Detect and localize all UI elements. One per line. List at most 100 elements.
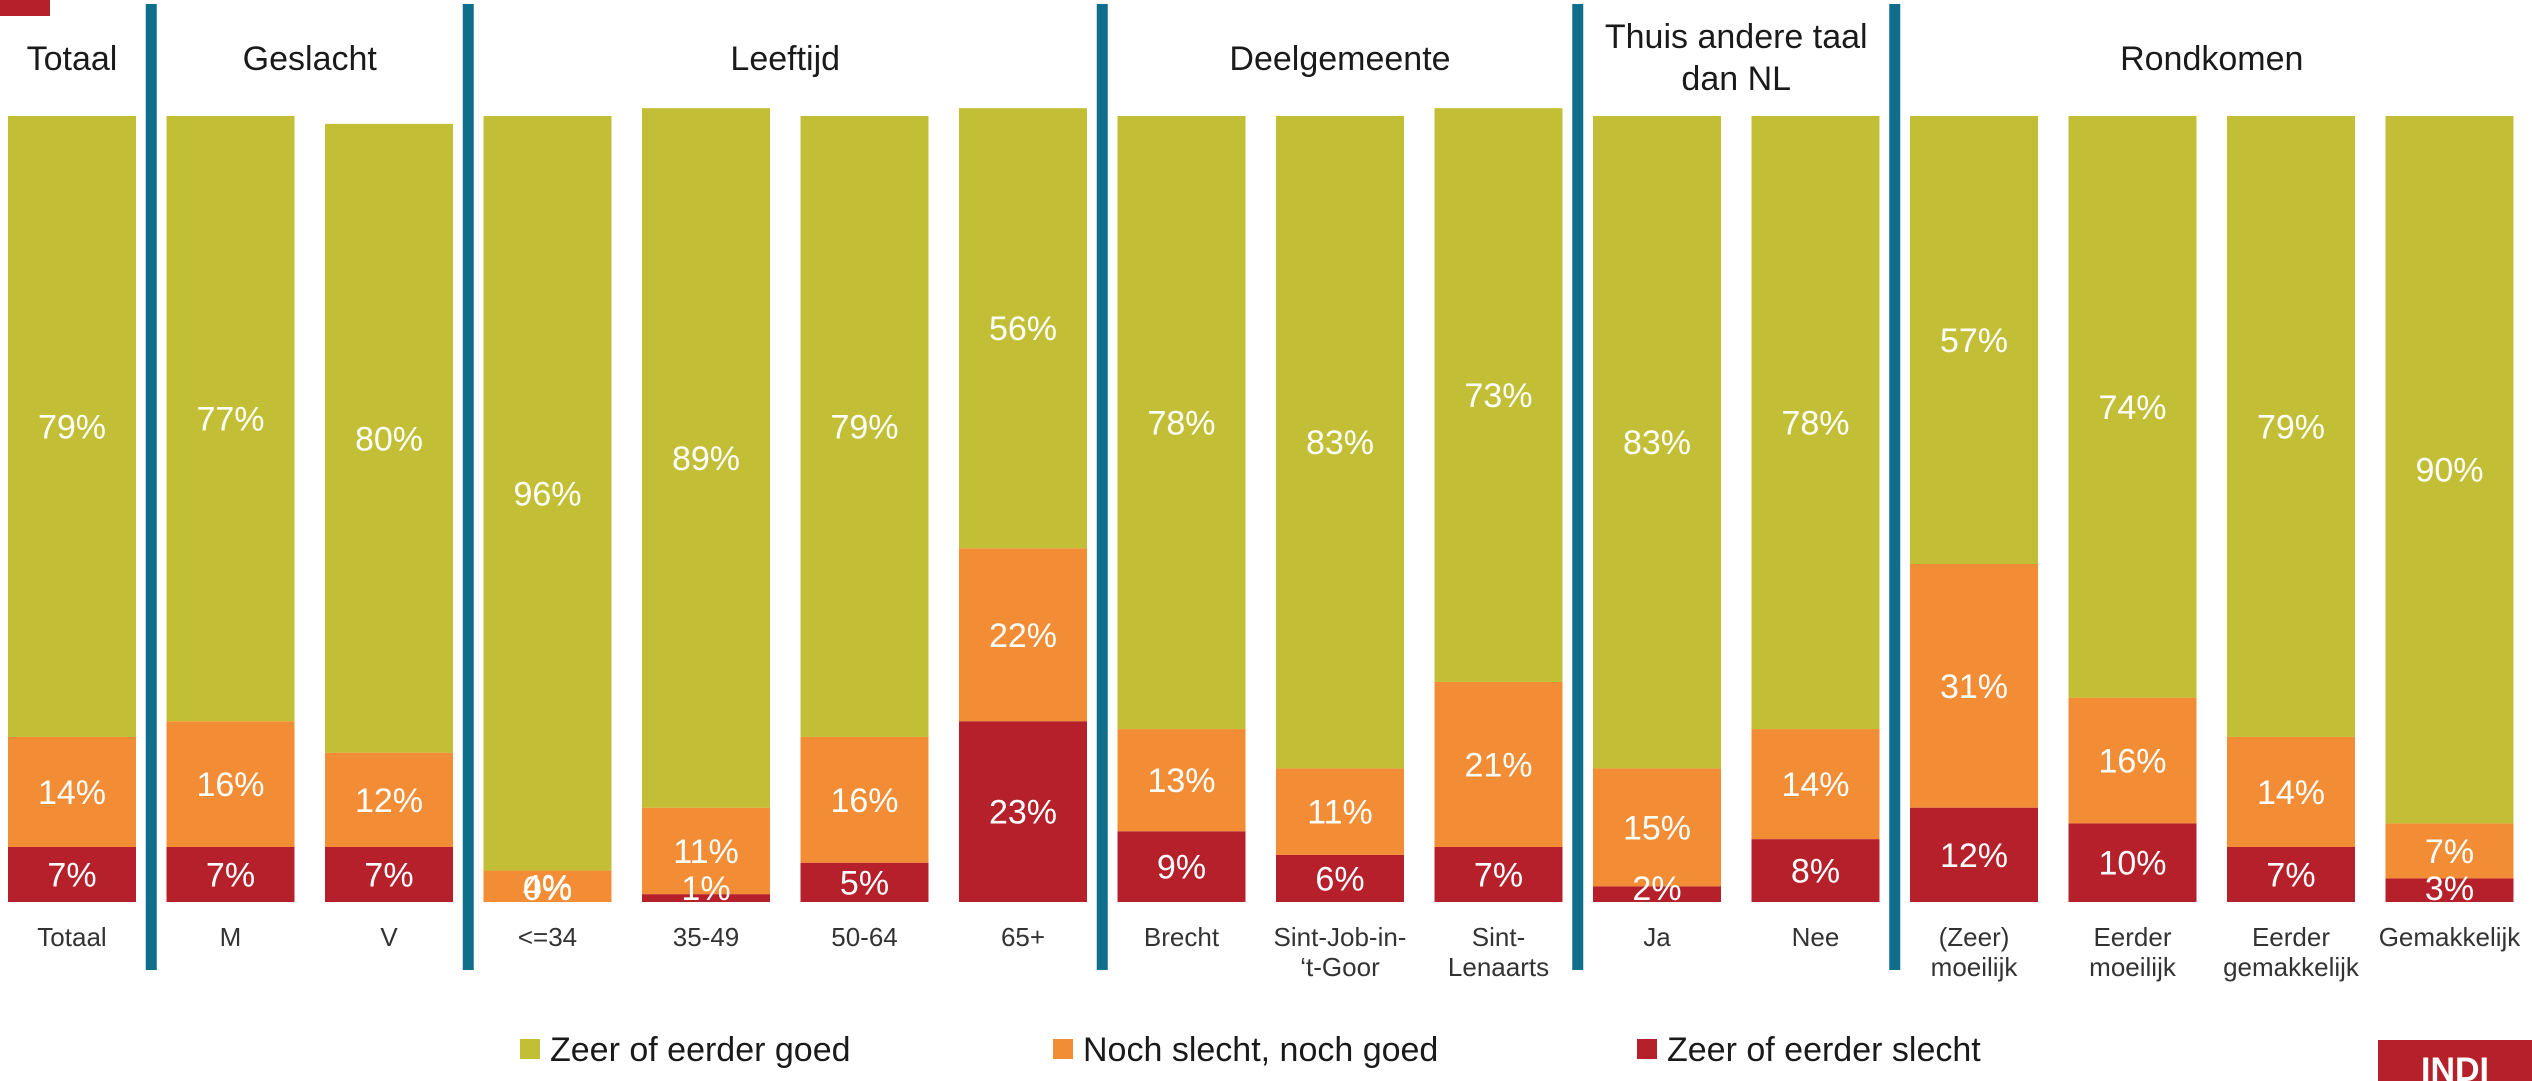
data-label-65-noch-slecht-noch-goed: 22%: [989, 617, 1057, 655]
data-label-v-zeer-of-eerder-goed: 80%: [355, 420, 423, 458]
category-label-sint-lenaarts: Sint-Lenaarts: [1448, 922, 1549, 982]
data-label-65-zeer-of-eerder-goed: 56%: [989, 310, 1057, 348]
data-label-totaal-zeer-of-eerder-slecht: 7%: [47, 856, 96, 894]
group-separator-1: [145, 4, 157, 970]
bar-50-64-zeer-of-eerder-goed: [800, 116, 929, 737]
data-label-brecht-zeer-of-eerder-slecht: 9%: [1157, 849, 1206, 887]
group-title-deelgemeente: Deelgemeente: [1229, 40, 1450, 78]
bar-brecht-zeer-of-eerder-slecht: [1117, 831, 1246, 902]
legend-label-zeer-of-eerder-goed: Zeer of eerder goed: [550, 1031, 851, 1069]
legend: Zeer of eerder goed Noch slecht, noch goe…: [520, 1031, 1981, 1069]
bar-eerder-moeilijk-zeer-of-eerder-slecht: [2068, 823, 2197, 902]
category-label-totaal: Totaal: [37, 922, 106, 952]
bar-nee-zeer-of-eerder-slecht: [1751, 839, 1880, 902]
bar-gemakkelijk-noch-slecht-noch-goed: [2385, 823, 2514, 879]
bar-65-zeer-of-eerder-goed: [959, 108, 1087, 549]
data-label-50-64-noch-slecht-noch-goed: 16%: [830, 782, 898, 820]
bar-gemakkelijk-zeer-of-eerder-goed: [2385, 116, 2514, 824]
bar-zeer-moeilijk-zeer-of-eerder-goed: [1910, 116, 2038, 565]
data-label-50-64-zeer-of-eerder-goed: 79%: [830, 408, 898, 446]
data-label-sint-job-in-t-goor-noch-slecht-noch-goed: 11%: [1307, 794, 1373, 832]
group-titles: Totaal Geslacht Leeftijd Deelgemeente Thuis …: [27, 18, 2304, 98]
category-label-zeer-moeilijk: (Zeer) moeilijk: [1931, 922, 2019, 982]
category-label-50-64: 50-64: [831, 922, 898, 952]
bar-eerder-gemakkelijk-zeer-of-eerder-slecht: [2227, 846, 2355, 902]
bar-eerder-gemakkelijk-zeer-of-eerder-goed: [2227, 116, 2355, 737]
bar-totaal-noch-slecht-noch-goed: [8, 736, 136, 847]
group-title-geslacht: Geslacht: [243, 40, 378, 78]
bar-50-64-zeer-of-eerder-slecht: [800, 862, 929, 902]
data-label-sint-job-in-t-goor-zeer-of-eerder-goed: 83%: [1306, 424, 1374, 462]
group-separators: [145, 4, 1901, 970]
bar-ja-zeer-of-eerder-goed: [1593, 116, 1721, 769]
group-title-thuis-andere-taal-dan-nl: Thuis andere taal dan NL: [1605, 18, 1868, 98]
legend-item-noch-slecht-noch-goed: Noch slecht, noch goed: [1053, 1031, 1438, 1069]
legend-label-zeer-of-eerder-slecht: Zeer of eerder slecht: [1667, 1031, 1981, 1069]
bar-35-49-zeer-of-eerder-slecht: [642, 894, 770, 902]
category-label-eerder-gemakkelijk: Eerder gemakkelijk: [2223, 922, 2360, 982]
bars: [8, 108, 2514, 902]
bar-m-zeer-of-eerder-goed: [166, 116, 295, 722]
category-label-brecht: Brecht: [1144, 922, 1220, 952]
data-label-nee-noch-slecht-noch-goed: 14%: [1781, 766, 1849, 804]
group-title-totaal: Totaal: [27, 40, 118, 78]
bar-zeer-moeilijk-zeer-of-eerder-slecht: [1910, 807, 2038, 902]
category-labels: Totaal M V <=34 35-49 50-64 65+ Brecht Sint-Job-…: [37, 922, 2521, 982]
data-label-gemakkelijk-zeer-of-eerder-goed: 90%: [2415, 452, 2483, 490]
bar-nee-noch-slecht-noch-goed: [1751, 729, 1880, 840]
data-label-ja-zeer-of-eerder-slecht: 2%: [1632, 870, 1681, 908]
bar-v-zeer-of-eerder-slecht: [325, 846, 453, 902]
bar-eerder-moeilijk-zeer-of-eerder-goed: [2068, 116, 2197, 698]
bar-brecht-noch-slecht-noch-goed: [1117, 729, 1246, 832]
group-separator-4: [1572, 4, 1584, 970]
category-label-gemakkelijk: Gemakkelijk: [2379, 922, 2522, 952]
group-title-rondkomen: Rondkomen: [2120, 40, 2303, 78]
bar-zeer-moeilijk-noch-slecht-noch-goed: [1910, 564, 2038, 808]
legend-label-noch-slecht-noch-goed: Noch slecht, noch goed: [1083, 1031, 1438, 1069]
data-label-eerder-moeilijk-noch-slecht-noch-goed: 16%: [2098, 743, 2166, 781]
category-label-65: 65+: [1001, 922, 1045, 952]
category-label-sint-job-in-t-goor: Sint-Job-in-‘t-Goor: [1274, 922, 1407, 982]
group-separator-2: [462, 4, 474, 970]
data-label-brecht-noch-slecht-noch-goed: 13%: [1147, 762, 1215, 800]
legend-swatch-zeer-of-eerder-slecht: [1637, 1039, 1657, 1059]
bar-totaal-zeer-of-eerder-goed: [8, 116, 136, 737]
bar-sint-job-in-t-goor-zeer-of-eerder-goed: [1276, 116, 1404, 769]
bar-ja-noch-slecht-noch-goed: [1593, 768, 1721, 887]
data-label-35-49-zeer-of-eerder-slecht: 1%: [681, 870, 730, 908]
data-label-v-zeer-of-eerder-slecht: 7%: [364, 856, 413, 894]
bar-50-64-noch-slecht-noch-goed: [800, 736, 929, 863]
data-label-zeer-moeilijk-noch-slecht-noch-goed: 31%: [1940, 668, 2008, 706]
data-label-nee-zeer-of-eerder-slecht: 8%: [1791, 853, 1840, 891]
corner-badge-box: [2378, 1040, 2532, 1081]
data-label-35-49-zeer-of-eerder-goed: 89%: [672, 440, 740, 478]
data-label-nee-zeer-of-eerder-goed: 78%: [1781, 405, 1849, 443]
data-label-zeer-moeilijk-zeer-of-eerder-goed: 57%: [1940, 322, 2008, 360]
bar-v-noch-slecht-noch-goed: [325, 752, 453, 847]
legend-swatch-zeer-of-eerder-goed: [520, 1039, 540, 1059]
data-label-sint-job-in-t-goor-zeer-of-eerder-slecht: 6%: [1315, 860, 1364, 898]
data-label-eerder-moeilijk-zeer-of-eerder-goed: 74%: [2098, 389, 2166, 427]
data-label-v-noch-slecht-noch-goed: 12%: [355, 782, 423, 820]
category-label-m: M: [220, 922, 242, 952]
bar-sint-lenaarts-zeer-of-eerder-slecht: [1434, 846, 1563, 902]
data-label-eerder-gemakkelijk-noch-slecht-noch-goed: 14%: [2257, 774, 2325, 812]
legend-item-zeer-of-eerder-goed: Zeer of eerder goed: [520, 1031, 851, 1069]
bar-eerder-moeilijk-noch-slecht-noch-goed: [2068, 697, 2197, 824]
data-label-eerder-moeilijk-zeer-of-eerder-slecht: 10%: [2098, 845, 2166, 883]
data-label-sint-lenaarts-zeer-of-eerder-goed: 73%: [1464, 377, 1532, 415]
bar-nee-zeer-of-eerder-goed: [1751, 116, 1880, 730]
data-label-ja-zeer-of-eerder-goed: 83%: [1623, 424, 1691, 462]
data-label-34-zeer-of-eerder-slecht: 0%: [523, 870, 572, 908]
data-label-sint-lenaarts-noch-slecht-noch-goed: 21%: [1464, 746, 1532, 784]
data-label-totaal-zeer-of-eerder-goed: 79%: [38, 408, 106, 446]
group-separator-5: [1889, 4, 1901, 970]
bar-sint-job-in-t-goor-noch-slecht-noch-goed: [1276, 768, 1404, 855]
category-label-34: <=34: [518, 922, 577, 952]
corner-badge-text: INDI: [2421, 1051, 2489, 1081]
data-label-gemakkelijk-noch-slecht-noch-goed: 7%: [2425, 833, 2474, 871]
data-label-brecht-zeer-of-eerder-goed: 78%: [1147, 405, 1215, 443]
top-left-brand-mark: [0, 0, 50, 16]
